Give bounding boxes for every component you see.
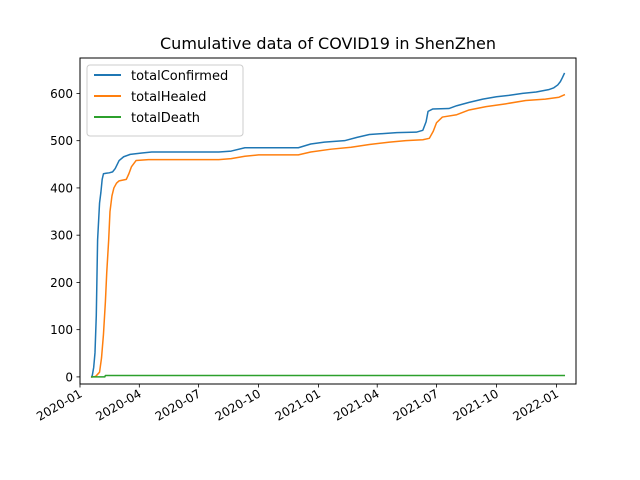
series-line-totalDeath [90,374,566,378]
legend: totalConfirmed totalHealed totalDeath [86,64,244,137]
y-tick-label: 200 [50,276,73,290]
legend-label-totalDeath: totalDeath [131,111,200,126]
y-tick-label: 600 [50,87,73,101]
legend-label-totalHealed: totalHealed [131,90,206,105]
legend-box [86,64,244,137]
series-line-totalConfirmed [90,72,566,378]
legend-label-totalConfirmed: totalConfirmed [131,69,228,84]
y-tick-label: 500 [50,134,73,148]
series-line-totalHealed [90,93,566,378]
y-axis: 0 100 200 300 400 500 600 [50,87,80,384]
y-tick-label: 100 [50,323,73,337]
y-tick-label: 0 [65,370,73,384]
series-layer [90,72,566,378]
plot-frame [79,57,577,385]
y-tick-label: 400 [50,181,73,195]
y-tick-label: 300 [50,229,73,243]
chart-title: Cumulative data of COVID19 in ShenZhen [160,34,496,53]
